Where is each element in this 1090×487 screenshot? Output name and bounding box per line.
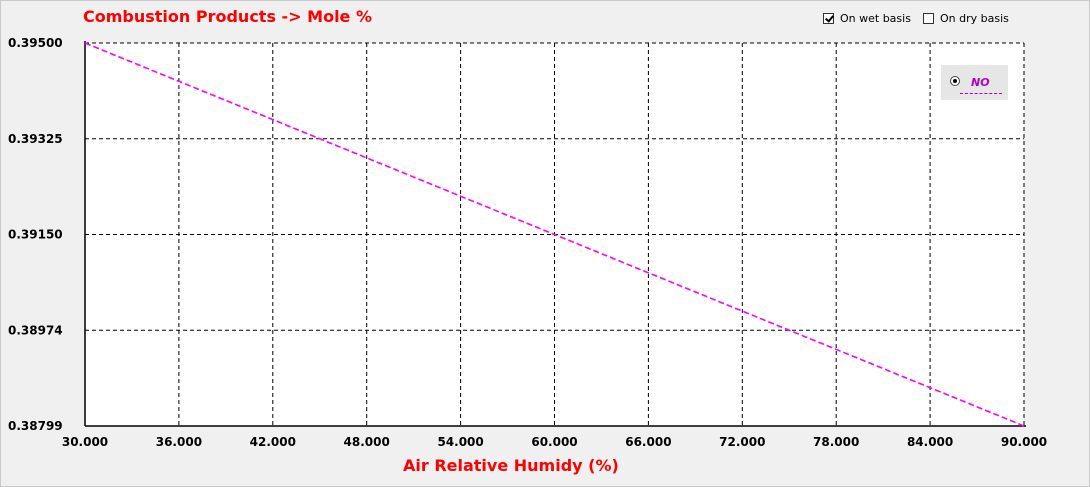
dry-basis-checkbox[interactable]: On dry basis <box>923 12 1009 25</box>
y-tick-label: 0.38974 <box>8 323 63 337</box>
x-tick-label: 60.000 <box>531 435 577 449</box>
legend-series-name: NO <box>971 76 990 89</box>
series-line-no <box>84 42 1025 427</box>
y-tick-label: 0.39325 <box>8 132 63 146</box>
wet-basis-label: On wet basis <box>840 12 911 25</box>
legend: NO <box>941 65 1008 100</box>
legend-line-sample <box>960 93 1002 94</box>
checkbox-unchecked-icon[interactable] <box>923 13 934 24</box>
checkbox-checked-icon[interactable] <box>823 13 834 24</box>
x-tick-label: 42.000 <box>250 435 296 449</box>
y-tick-label: 0.38799 <box>8 419 63 433</box>
x-tick-label: 78.000 <box>813 435 859 449</box>
x-tick-label: 54.000 <box>437 435 483 449</box>
x-tick-label: 48.000 <box>344 435 390 449</box>
x-tick-label: 36.000 <box>156 435 202 449</box>
y-tick-label: 0.39150 <box>8 228 63 242</box>
x-tick-label: 30.000 <box>62 435 108 449</box>
x-tick-label: 90.000 <box>1001 435 1047 449</box>
legend-radio-icon[interactable] <box>950 76 960 86</box>
x-axis-label: Air Relative Humidy (%) <box>403 456 619 475</box>
x-tick-label: 84.000 <box>907 435 953 449</box>
x-tick-label: 66.000 <box>625 435 671 449</box>
dry-basis-label: On dry basis <box>940 12 1009 25</box>
chart-title: Combustion Products -> Mole % <box>83 7 373 26</box>
x-tick-label: 72.000 <box>719 435 765 449</box>
y-tick-label: 0.39500 <box>8 36 63 50</box>
wet-basis-checkbox[interactable]: On wet basis <box>823 12 911 25</box>
